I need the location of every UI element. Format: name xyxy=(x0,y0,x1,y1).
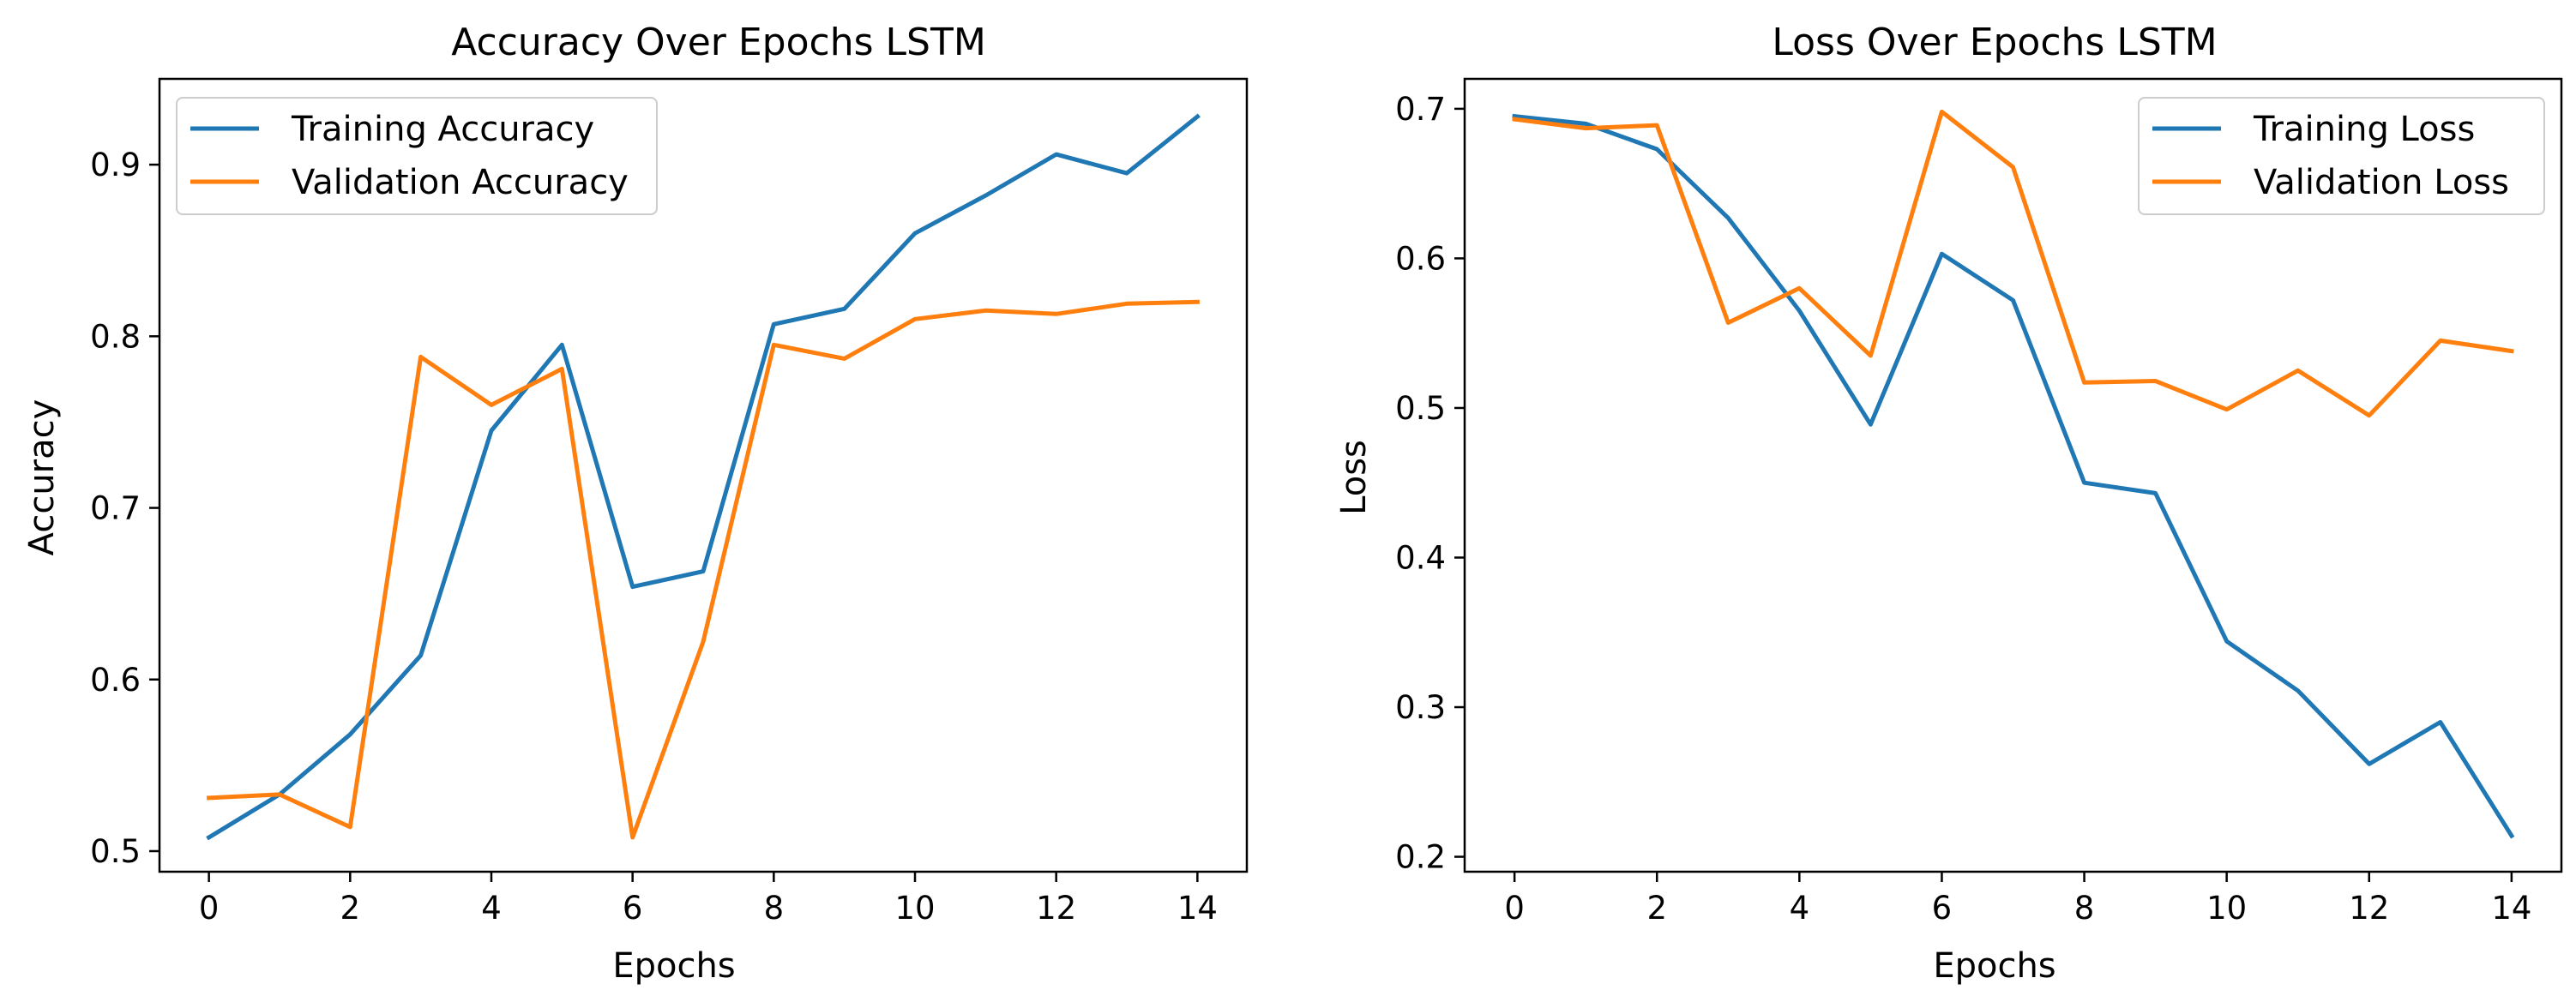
y-tick-label: 0.3 xyxy=(1395,689,1446,726)
legend-label: Training Accuracy xyxy=(291,110,594,149)
x-tick-label: 4 xyxy=(1790,890,1810,927)
y-tick-label: 0.5 xyxy=(90,833,141,870)
x-tick-label: 6 xyxy=(1932,890,1953,927)
x-tick-label: 6 xyxy=(623,890,643,927)
accuracy-chart: Accuracy Over Epochs LSTM Epochs Accurac… xyxy=(22,21,1249,986)
x-axis-label: Epochs xyxy=(1933,946,2055,986)
y-tick-label: 0.5 xyxy=(1395,390,1446,427)
x-tick-label: 10 xyxy=(894,890,935,927)
series-line xyxy=(1512,113,2515,839)
axes-frame xyxy=(1463,77,2563,873)
chart-title: Accuracy Over Epochs LSTM xyxy=(451,21,986,64)
y-tick-label: 0.8 xyxy=(90,318,141,355)
x-tick-label: 0 xyxy=(199,890,220,927)
y-tick-label: 0.4 xyxy=(1395,539,1446,576)
y-axis-label: Loss xyxy=(1334,440,1374,515)
x-tick-label: 14 xyxy=(2491,890,2531,927)
y-tick-label: 0.6 xyxy=(1395,240,1446,277)
y-tick-label: 0.6 xyxy=(90,662,141,699)
legend-label: Validation Accuracy xyxy=(292,163,629,202)
series-line xyxy=(206,299,1200,840)
x-tick-label: 2 xyxy=(340,890,361,927)
y-tick-label: 0.2 xyxy=(1395,839,1446,876)
x-tick-label: 14 xyxy=(1177,890,1218,927)
x-tick-label: 8 xyxy=(764,890,785,927)
legend-box xyxy=(176,97,658,215)
x-tick-label: 2 xyxy=(1646,890,1667,927)
y-axis-label: Accuracy xyxy=(22,399,62,556)
legend-label: Training Loss xyxy=(2253,110,2475,149)
x-axis-label: Epochs xyxy=(612,946,735,986)
x-tick-label: 0 xyxy=(1504,890,1525,927)
legend-box xyxy=(2138,97,2545,215)
chart-title: Loss Over Epochs LSTM xyxy=(1772,21,2217,64)
series-line xyxy=(206,113,1201,841)
x-tick-label: 12 xyxy=(2349,890,2389,927)
legend: Training Loss Validation Loss xyxy=(2138,97,2545,215)
axes-frame xyxy=(158,77,1249,873)
y-tick-label: 0.9 xyxy=(90,147,141,183)
series-line xyxy=(1512,109,2514,418)
x-tick-label: 4 xyxy=(481,890,502,927)
x-tick-label: 10 xyxy=(2206,890,2247,927)
loss-chart: Loss Over Epochs LSTM Epochs Loss 0 2 4 6 8 1… xyxy=(1334,21,2563,986)
legend-label: Validation Loss xyxy=(2254,163,2509,202)
x-tick-label: 8 xyxy=(2074,890,2095,927)
legend: Training Accuracy Validation Accuracy xyxy=(176,97,658,215)
y-tick-label: 0.7 xyxy=(90,490,141,527)
x-tick-label: 12 xyxy=(1036,890,1076,927)
y-tick-label: 0.7 xyxy=(1395,91,1446,128)
